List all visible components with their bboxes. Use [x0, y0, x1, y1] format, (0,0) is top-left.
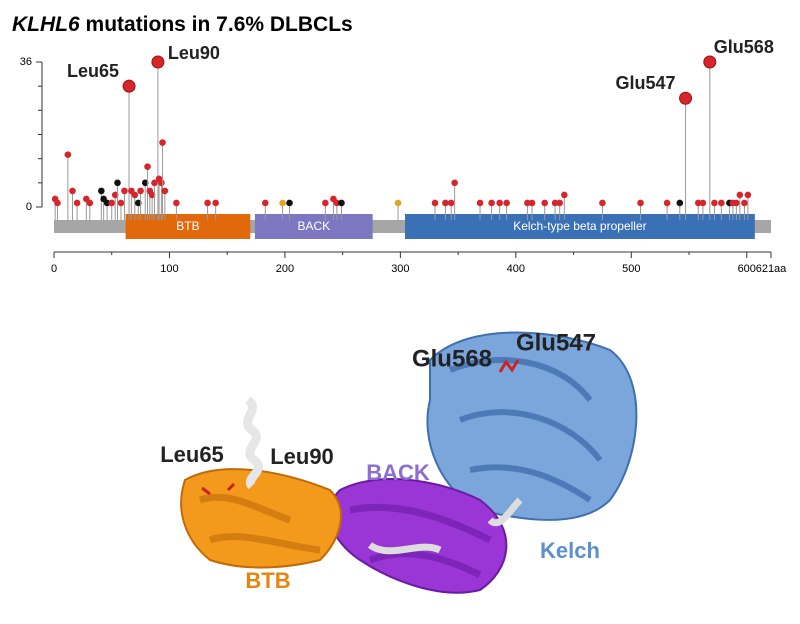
y-tick-label: 36 [20, 56, 32, 68]
mutation-dot [121, 187, 128, 195]
mutation-dot [637, 199, 644, 207]
mutation-dot [141, 179, 149, 187]
mutation-dot [212, 199, 219, 207]
mutation-dot [451, 179, 458, 187]
mutation-dot [503, 199, 510, 207]
x-tick-label: 500 [622, 263, 640, 275]
mutation-dot [158, 179, 165, 187]
mutation-dot [431, 199, 439, 207]
mutation-dot [103, 199, 111, 207]
mutation-dot [733, 199, 740, 207]
mutation-dot [108, 199, 116, 207]
mutation-dot [86, 199, 94, 207]
mutation-dot [322, 199, 329, 207]
x-tick-label: 0 [51, 263, 57, 275]
mutation-dot [111, 191, 119, 199]
mutation-dot [333, 199, 341, 207]
x-tick-label: 300 [391, 263, 409, 275]
mutation-dot [159, 139, 166, 146]
mutation-dot [663, 199, 671, 207]
mutation-dot [703, 55, 717, 69]
mutation-dot [114, 179, 121, 187]
mutation-dot [394, 199, 402, 207]
mutation-dot [476, 199, 484, 207]
mutation-dot [599, 199, 606, 207]
mutation-label: Leu90 [168, 43, 220, 63]
mutation-dot [173, 199, 180, 207]
mutation-label: Leu65 [67, 61, 119, 81]
mutation-dot [261, 199, 269, 207]
mutation-dot [131, 191, 139, 199]
domain [404, 214, 755, 239]
mutation-dot [161, 187, 169, 195]
x-tick-label: 400 [507, 263, 525, 275]
mutation-dot [676, 199, 684, 207]
mutation-dot [524, 199, 531, 207]
domain-label: Kelch-type beta propeller [513, 219, 646, 233]
mutation-dot [442, 199, 449, 207]
structure-label: BACK [366, 460, 430, 485]
structure-label: BTB [245, 568, 290, 593]
title-gene: KLHL6 [12, 13, 80, 36]
mutation-dot [204, 199, 211, 207]
mutation-dot [137, 187, 144, 195]
title-rest: mutations in 7.6% DLBCLs [86, 13, 353, 36]
mutation-dot [122, 79, 136, 93]
mutation-dot [148, 191, 156, 199]
mutation-dot [286, 199, 293, 207]
mutation-label: Glu568 [714, 37, 774, 57]
mutation-dot [98, 187, 105, 195]
mutation-dot [699, 199, 707, 207]
structure-ribbons [180, 331, 638, 594]
structure-label: Leu65 [160, 442, 224, 467]
mutation-dot [117, 199, 125, 207]
x-tick-label: 621aa [756, 263, 787, 275]
mutation-dot [144, 163, 151, 171]
mutation-dot [551, 199, 559, 207]
structure-label: Glu568 [412, 345, 492, 372]
mutation-dot [338, 199, 345, 207]
y-tick-label: 0 [26, 201, 32, 213]
domain [125, 214, 251, 239]
mutation-dot [744, 191, 752, 199]
x-tick-label: 200 [276, 263, 294, 275]
mutation-dot [488, 199, 495, 207]
domain-label: BTB [176, 219, 199, 233]
mutation-dot [496, 199, 503, 207]
x-tick-label: 600 [738, 263, 756, 275]
domain-label: BACK [297, 219, 330, 233]
mutation-dot [711, 199, 718, 207]
mutation-dot [279, 199, 286, 207]
mutation-dot [151, 179, 158, 187]
structure-label: Glu547 [516, 329, 596, 356]
mutation-dot [73, 199, 81, 207]
mutation-dot [64, 151, 72, 158]
mutation-dot [528, 199, 536, 207]
mutation-dot [69, 187, 76, 195]
mutation-label: Glu547 [616, 73, 676, 93]
mutation-dot [736, 191, 744, 199]
mutation-dot [718, 199, 725, 207]
mutation-dot [541, 199, 549, 207]
mutation-dot [561, 191, 568, 199]
structure-label: Leu90 [270, 444, 334, 469]
mutation-dot [134, 199, 142, 207]
mutation-dot [54, 199, 61, 207]
mutation-dot [151, 55, 165, 69]
mutation-dot [447, 199, 455, 207]
title: KLHL6 mutations in 7.6% DLBCLs [12, 13, 353, 36]
structure-label: Kelch [540, 538, 600, 563]
mutation-dot [679, 91, 693, 105]
x-tick-label: 100 [160, 263, 178, 275]
mutation-dot [556, 199, 564, 207]
mutation-dot [694, 199, 702, 207]
mutation-dot [741, 199, 748, 207]
domain [254, 214, 373, 239]
